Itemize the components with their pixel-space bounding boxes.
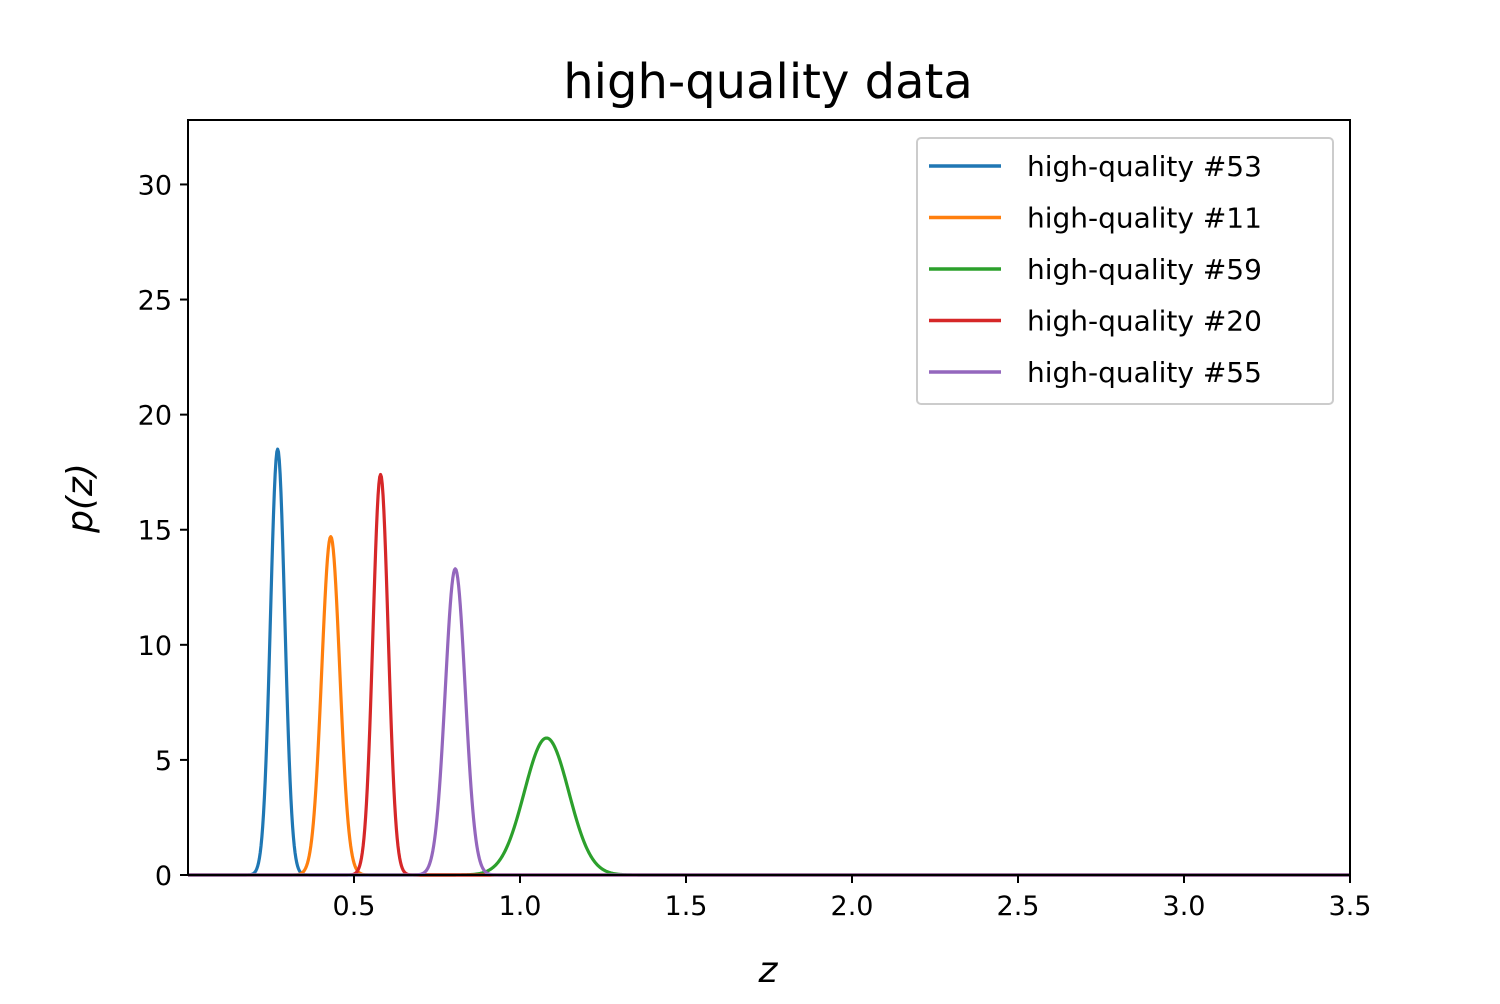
x-tick-label: 1.0	[499, 891, 542, 922]
legend-label: high-quality #59	[1027, 253, 1262, 286]
x-tick-label: 1.5	[665, 891, 708, 922]
series-line	[187, 535, 1351, 877]
y-axis-label: p(z)	[60, 463, 101, 534]
y-tick-label: 30	[138, 170, 172, 201]
y-tick-label: 25	[138, 286, 172, 317]
series-layer	[187, 447, 1351, 877]
y-tick-label: 10	[138, 631, 172, 662]
legend-label: high-quality #55	[1027, 356, 1262, 389]
series-line	[187, 472, 1351, 877]
legend-label: high-quality #53	[1027, 150, 1262, 183]
x-tick-label: 3.5	[1329, 891, 1372, 922]
legend-label: high-quality #20	[1027, 305, 1262, 338]
y-tick-label: 15	[138, 516, 172, 547]
chart-title: high-quality data	[563, 54, 973, 110]
plot-frame	[187, 119, 1351, 876]
x-tick-label: 2.0	[831, 891, 874, 922]
y-tick-label: 20	[138, 401, 172, 432]
x-ticks: 0.5 1.0 1.5 2.0 2.5 3.0 3.5	[333, 875, 1372, 922]
y-tick-label: 5	[155, 746, 172, 777]
x-tick-label: 3.0	[1163, 891, 1206, 922]
legend: high-quality #53 high-quality #11 high-qua…	[916, 137, 1334, 405]
legend-label: high-quality #11	[1027, 202, 1262, 235]
y-ticks: 0 5 10 15 20 25 30	[138, 170, 188, 892]
legend-items: high-quality #53 high-quality #11 high-qua…	[929, 150, 1262, 389]
legend-box	[916, 137, 1334, 405]
y-tick-label: 0	[155, 861, 172, 892]
x-tick-label: 0.5	[333, 891, 376, 922]
x-tick-label: 2.5	[997, 891, 1040, 922]
series-line	[187, 447, 1351, 877]
x-axis-label: z	[758, 950, 779, 991]
series-line	[187, 567, 1351, 877]
